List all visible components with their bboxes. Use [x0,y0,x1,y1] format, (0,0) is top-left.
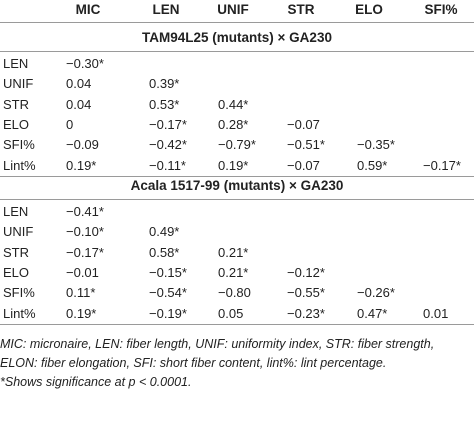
row-label: LEN [3,204,29,219]
rule [0,176,474,177]
table-cell: −0.41* [66,204,104,219]
column-header: MIC [75,2,101,17]
table-cell: 0.04 [66,96,92,112]
table-cell: 0.49* [149,224,180,240]
footnote: MIC: micronaire, LEN: fiber length, UNIF… [0,337,435,370]
column-header: ELO [355,2,383,17]
column-header: STR [287,2,315,17]
row-label: ELO [3,264,30,280]
table-cell: 0.58* [149,244,180,260]
table-cell: 0.47* [357,305,388,321]
row-label: ELO [3,116,30,132]
table-cell: −0.19* [149,305,187,321]
rule [0,324,474,325]
row-label: Lint% [3,305,36,321]
table-cell: 0.05 [218,305,244,321]
table-cell: −0.17* [149,116,187,132]
rule [0,22,474,23]
table-cell: 0.19* [66,305,97,321]
table-cell: −0.11* [149,157,186,173]
section-title: TAM94L25 (mutants) × GA230 [142,30,332,45]
table-cell: −0.10* [66,224,104,240]
table-cell: −0.17* [423,157,461,173]
row-label: STR [3,96,29,112]
table-cell: −0.80 [218,285,251,301]
table-cell: −0.23* [287,305,325,321]
table-cell: −0.07 [287,116,320,132]
table-cell: −0.01 [66,264,99,280]
table-cell: −0.30* [66,56,104,71]
table-cell: −0.51* [287,137,325,153]
table-cell: 0.53* [149,96,180,112]
table-cell: 0.21* [218,264,249,280]
row-label: STR [3,244,29,260]
table-cell: 0.01 [423,305,449,321]
table-cell: 0 [66,116,74,132]
row-label: LEN [3,56,29,71]
section-title: Acala 1517-99 (mutants) × GA230 [130,178,344,193]
column-header: LEN [152,2,180,17]
table-cell: −0.15* [149,264,187,280]
table-cell: −0.07 [287,157,320,173]
rule [0,51,474,52]
row-label: Lint% [3,157,36,173]
table-cell: −0.35* [357,137,395,153]
table-cell: −0.79* [218,137,256,153]
table-cell: −0.54* [149,285,187,301]
row-label: UNIF [3,224,34,240]
column-header: SFI% [424,2,458,17]
table-cell: 0.28* [218,116,249,132]
table-cell: 0.19* [218,157,249,173]
table-cell: −0.55* [287,285,325,301]
row-label: SFI% [3,285,35,301]
table-cell: 0.21* [218,244,249,260]
table-cell: −0.42* [149,137,187,153]
table-cell: −0.26* [357,285,395,301]
table-cell: 0.39* [149,76,180,92]
footnote: *Shows significance at p < 0.0001. [0,375,192,389]
table-cell: 0.19* [66,157,97,173]
table-cell: −0.17* [66,244,104,260]
table-cell: 0.44* [218,96,249,112]
table-cell: −0.12* [287,264,325,280]
table-cell: 0.04 [66,76,92,92]
rule [0,199,474,200]
table-cell: 0.59* [357,157,388,173]
table-cell: −0.09 [66,137,99,153]
table-cell: 0.11* [66,285,96,301]
row-label: SFI% [3,137,35,153]
column-header: UNIF [217,2,249,17]
row-label: UNIF [3,76,34,92]
